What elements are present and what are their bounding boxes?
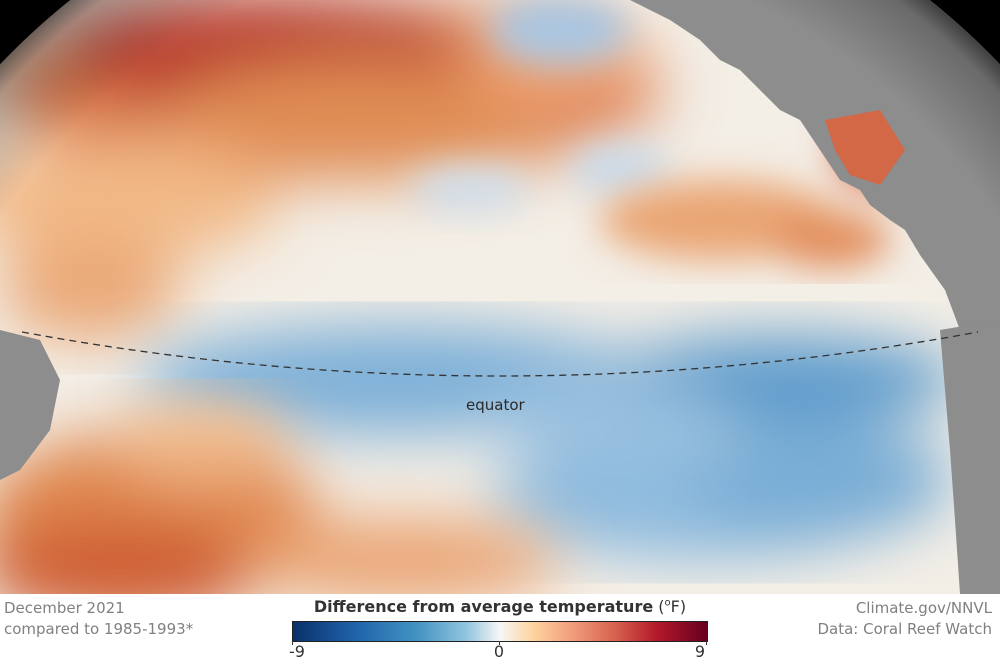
colorbar-tick-max: 9 [694,642,706,661]
colorbar-tick-mark-min [292,641,293,645]
temperature-colorbar [292,621,708,642]
credits: Climate.gov/NNVL Data: Coral Reef Watch [817,598,992,640]
map-footer: December 2021 compared to 1985-1993* Dif… [0,594,1000,666]
colorbar-tick-mid: 0 [493,642,505,661]
legend-title-text: Difference from average temperature [313,597,654,616]
legend-unit-close: F) [670,597,687,616]
data-source-line: Data: Coral Reef Watch [817,620,992,638]
legend-unit-open: ( [653,597,665,616]
legend-unit-degree: o [664,597,671,609]
date-info: December 2021 compared to 1985-1993* [4,598,193,640]
equator-line [21,331,979,377]
date-line: December 2021 [4,599,125,617]
credit-line: Climate.gov/NNVL [855,599,992,617]
colorbar-tick-min: -9 [289,642,305,661]
colorbar-tick-mark-max [706,641,707,645]
colorbar-tick-mark-mid [499,641,500,645]
globe [0,0,1000,594]
baseline-line: compared to 1985-1993* [4,620,194,638]
equator-label: equator [466,396,525,414]
legend-title: Difference from average temperature (oF) [292,597,708,616]
sea-surface-temperature-map [0,0,1000,594]
